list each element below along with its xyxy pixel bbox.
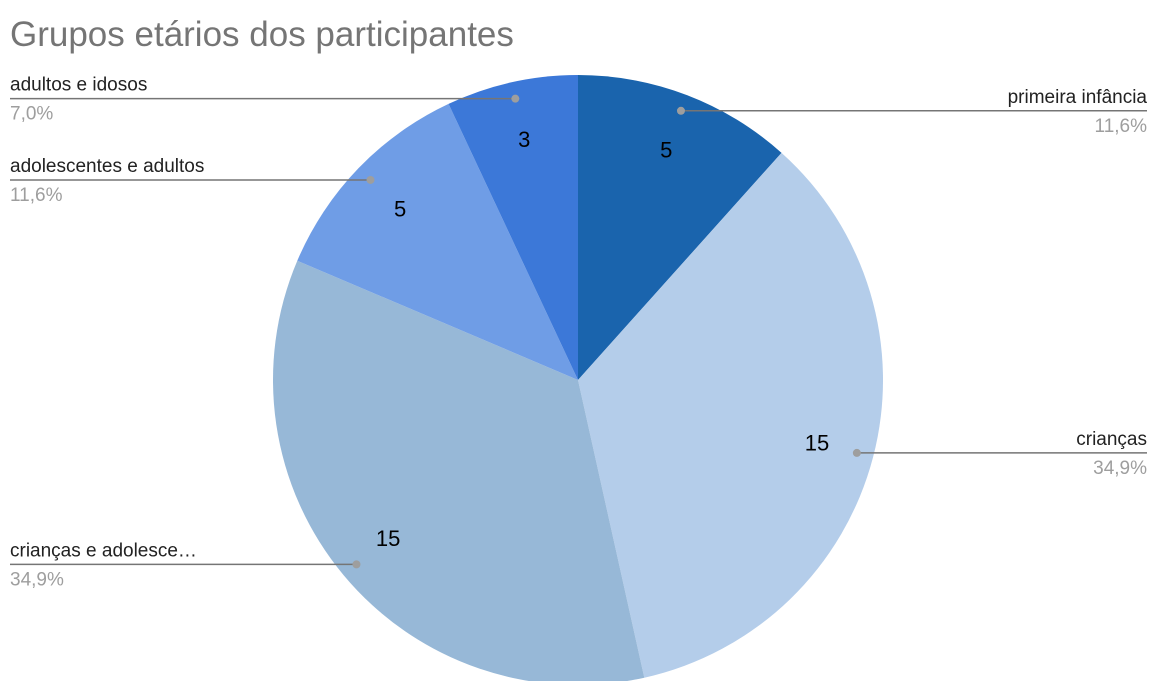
category-label: adultos e idosos	[10, 75, 147, 96]
category-label: adolescentes e adultos	[10, 156, 204, 177]
pie-slice	[578, 152, 884, 678]
category-label: crianças e adolesce…	[10, 540, 197, 561]
value-label: 3	[518, 127, 530, 152]
pie-slice	[273, 260, 645, 681]
pie-slice	[448, 75, 578, 380]
leader-dot	[852, 448, 861, 457]
value-label: 5	[394, 197, 406, 222]
percent-label: 34,9%	[1093, 458, 1147, 479]
percent-label: 7,0%	[10, 104, 53, 125]
percent-label: 11,6%	[10, 185, 63, 206]
category-label: primeira infância	[1008, 87, 1148, 108]
value-label: 15	[805, 430, 829, 455]
percent-label: 34,9%	[10, 569, 64, 590]
pie-slice	[297, 103, 578, 380]
leader-dot	[676, 106, 685, 115]
category-label: crianças	[1076, 429, 1147, 450]
chart-title: Grupos etários dos participantes	[10, 15, 514, 54]
value-label: 5	[660, 137, 672, 162]
value-label: 15	[376, 526, 400, 551]
pie-slice	[578, 75, 782, 380]
percent-label: 11,6%	[1095, 116, 1148, 137]
leader-dot	[511, 94, 520, 103]
leader-dot	[366, 175, 375, 184]
leader-dot	[352, 560, 361, 569]
